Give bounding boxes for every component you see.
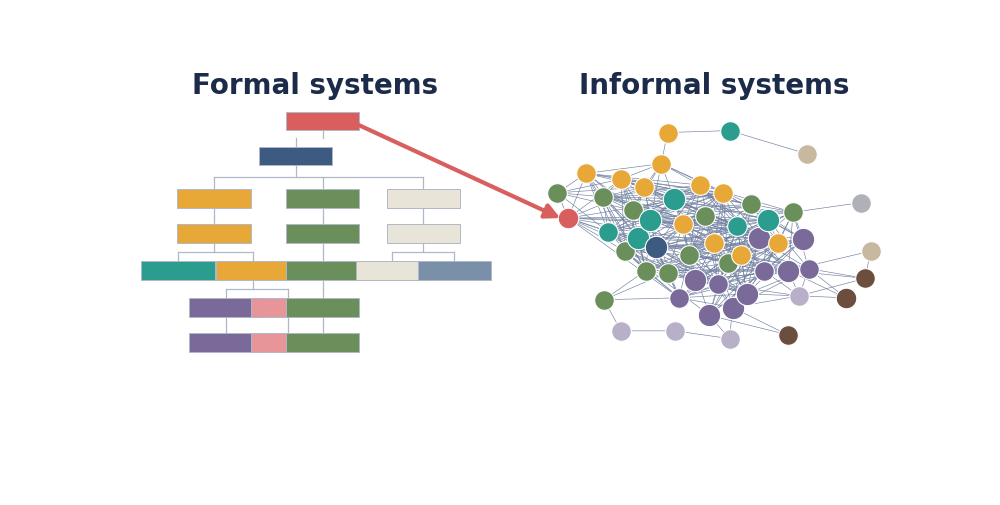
Point	[722, 335, 738, 343]
Point	[613, 327, 629, 335]
FancyBboxPatch shape	[418, 261, 491, 280]
Point	[692, 181, 708, 189]
FancyBboxPatch shape	[356, 261, 429, 280]
Point	[630, 233, 646, 241]
Point	[697, 212, 713, 220]
Point	[660, 269, 676, 277]
FancyBboxPatch shape	[286, 189, 359, 208]
Point	[785, 208, 801, 216]
Point	[722, 127, 738, 135]
Point	[780, 331, 796, 339]
Point	[801, 265, 817, 273]
Point	[578, 169, 594, 177]
Point	[853, 198, 869, 207]
Point	[863, 247, 879, 255]
FancyBboxPatch shape	[286, 261, 359, 280]
Point	[720, 259, 736, 267]
Point	[838, 294, 854, 302]
FancyBboxPatch shape	[286, 224, 359, 243]
Point	[636, 183, 652, 191]
Point	[729, 222, 745, 230]
Point	[666, 194, 682, 203]
Point	[642, 216, 658, 224]
Point	[596, 296, 612, 304]
Point	[743, 200, 759, 209]
Point	[648, 243, 664, 251]
FancyBboxPatch shape	[387, 189, 460, 208]
FancyBboxPatch shape	[216, 261, 290, 280]
Point	[613, 175, 629, 183]
Point	[770, 239, 786, 247]
Point	[687, 276, 703, 284]
Point	[625, 206, 641, 214]
Point	[799, 150, 815, 158]
FancyBboxPatch shape	[141, 261, 215, 280]
Point	[725, 304, 741, 312]
FancyBboxPatch shape	[251, 298, 325, 317]
Text: Formal systems: Formal systems	[192, 72, 438, 100]
Point	[710, 280, 726, 288]
Point	[653, 160, 669, 168]
Point	[706, 239, 722, 247]
Point	[751, 233, 767, 241]
Point	[681, 251, 697, 259]
FancyBboxPatch shape	[177, 224, 251, 243]
FancyBboxPatch shape	[286, 112, 359, 130]
Point	[795, 235, 811, 243]
Point	[739, 290, 755, 298]
Point	[675, 220, 691, 228]
FancyBboxPatch shape	[387, 224, 460, 243]
Point	[595, 192, 611, 200]
FancyBboxPatch shape	[286, 333, 359, 352]
Point	[617, 247, 633, 255]
Point	[560, 214, 576, 222]
Point	[791, 292, 807, 300]
Point	[760, 216, 776, 224]
Point	[660, 128, 676, 136]
Point	[756, 267, 772, 275]
Text: Informal systems: Informal systems	[579, 72, 849, 100]
FancyBboxPatch shape	[177, 189, 251, 208]
FancyBboxPatch shape	[251, 333, 325, 352]
Point	[549, 189, 565, 197]
FancyBboxPatch shape	[259, 146, 332, 165]
Point	[733, 251, 749, 259]
Point	[671, 294, 687, 302]
Point	[857, 274, 873, 282]
Point	[715, 189, 731, 197]
FancyBboxPatch shape	[286, 298, 359, 317]
FancyBboxPatch shape	[189, 333, 263, 352]
Point	[701, 311, 717, 319]
FancyBboxPatch shape	[189, 298, 263, 317]
Point	[667, 327, 683, 335]
Point	[780, 267, 796, 275]
Point	[600, 228, 616, 236]
Point	[638, 267, 654, 275]
